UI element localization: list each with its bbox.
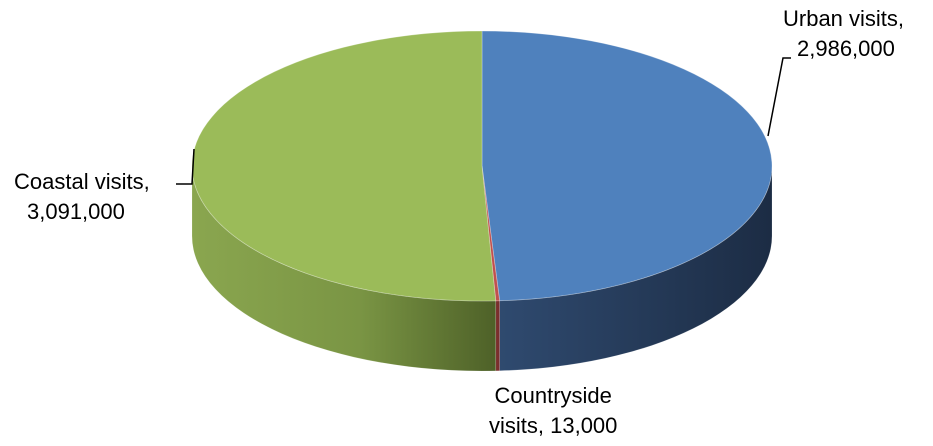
data-label-countryside-value: visits, 13,000: [489, 413, 618, 438]
pie-slice-urban: [481, 30, 773, 302]
data-label-urban: Urban visits, 2,986,000: [783, 4, 904, 64]
data-label-urban-value: 2,986,000: [797, 36, 895, 61]
leader-line-urban: [767, 57, 791, 137]
data-label-countryside: Countryside visits, 13,000: [489, 381, 617, 441]
pie-slice-side-countryside: [495, 300, 500, 372]
leader-line-coastal: [176, 148, 195, 185]
data-label-coastal: Coastal visits, 3,091,000: [14, 167, 150, 227]
pie-slice-coastal: [191, 30, 497, 302]
data-label-countryside-category: Countryside: [494, 383, 612, 408]
pie-slice-countryside: [481, 165, 501, 302]
data-label-coastal-value: 3,091,000: [27, 199, 125, 224]
data-label-urban-category: Urban visits,: [783, 6, 905, 31]
data-label-coastal-category: Coastal visits,: [14, 169, 150, 194]
